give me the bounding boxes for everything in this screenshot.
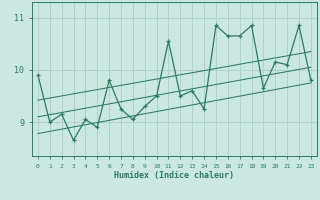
X-axis label: Humidex (Indice chaleur): Humidex (Indice chaleur) xyxy=(115,171,234,180)
